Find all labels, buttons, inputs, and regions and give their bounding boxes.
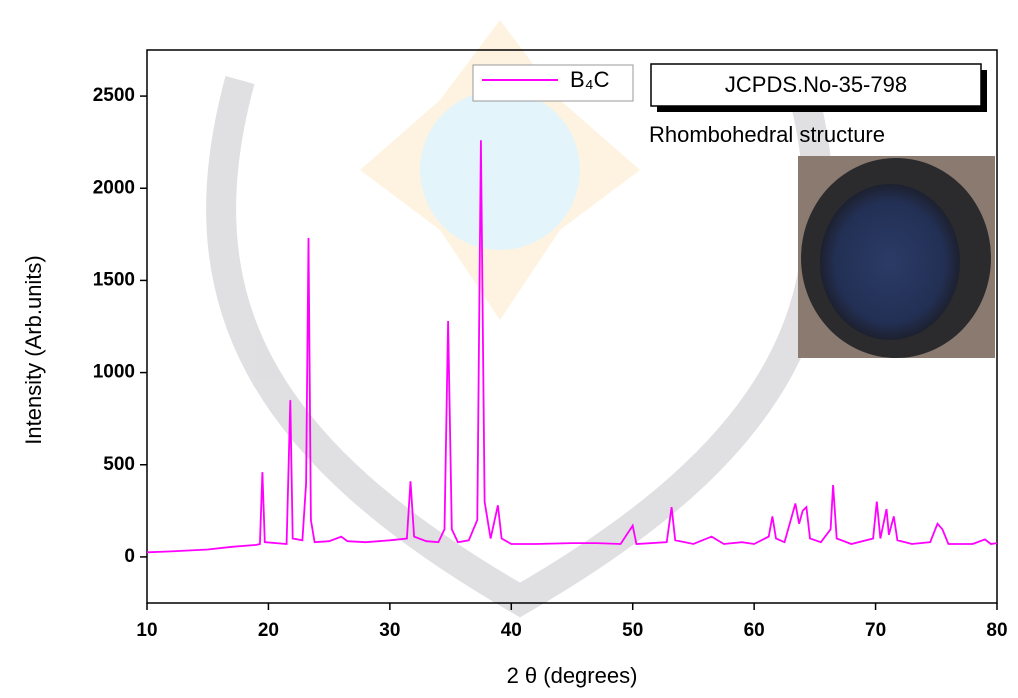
y-tick-label: 2000	[93, 177, 135, 198]
annotation-box	[650, 63, 982, 107]
y-tick-label: 500	[103, 454, 135, 475]
annotation: Rhombohedral structure	[649, 122, 885, 147]
x-axis-label: 2 θ (degrees)	[507, 663, 638, 688]
y-tick-label: 1000	[93, 362, 135, 383]
x-tick-label: 30	[379, 620, 400, 641]
y-axis-label: Intensity (Arb.units)	[21, 255, 46, 445]
legend	[472, 64, 634, 102]
x-tick-label: 40	[501, 620, 522, 641]
y-tick-label: 2500	[93, 85, 135, 106]
x-tick-label: 60	[744, 620, 765, 641]
series-line	[146, 140, 998, 554]
y-tick-label: 1500	[93, 269, 135, 290]
x-tick-label: 80	[986, 620, 1007, 641]
x-tick-label: 70	[865, 620, 886, 641]
y-tick-label: 0	[124, 546, 135, 567]
x-tick-label: 20	[258, 620, 279, 641]
plot-frame	[146, 49, 998, 604]
annotation: JCPDS.No-35-798	[725, 72, 907, 97]
inset-photo	[798, 156, 995, 358]
legend-label: B₄C	[570, 67, 610, 92]
x-tick-label: 50	[622, 620, 643, 641]
x-tick-label: 10	[136, 620, 157, 641]
